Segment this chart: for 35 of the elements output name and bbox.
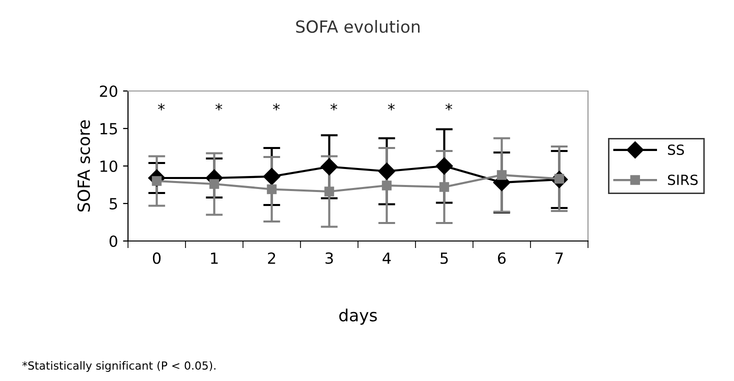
x-axis-title: days [339, 308, 377, 325]
annotation: * [158, 103, 165, 110]
point [496, 170, 507, 180]
x-tick-label: 7 [556, 252, 563, 264]
legend-label: SS [668, 144, 684, 155]
text: *Statistically significant (P < 0.05). [22, 361, 216, 372]
point [320, 158, 338, 176]
annotation: * [330, 103, 338, 110]
x-tick-label: 4 [382, 252, 391, 264]
x-tick-label: 6 [498, 252, 506, 264]
y-tick-label: 0 [110, 235, 118, 248]
point [324, 186, 334, 196]
annotation: * [445, 103, 452, 110]
y-tick-label: 5 [110, 198, 117, 210]
point [439, 182, 450, 192]
chart-title: SOFA evolution [296, 20, 420, 33]
y-axis-title: SOFA score [77, 120, 90, 212]
x-tick-label: 1 [211, 252, 218, 264]
annotation: * [272, 103, 280, 110]
x-tick-label: 5 [440, 252, 448, 264]
legend-label: SIRS [668, 174, 698, 186]
y-tick-label: 10 [100, 160, 118, 172]
x-tick-label: 0 [152, 252, 161, 264]
point [436, 157, 453, 175]
point [382, 180, 392, 190]
x-tick-label: 3 [326, 252, 333, 264]
y-tick-label: 20 [100, 85, 118, 98]
annotation: * [388, 103, 395, 110]
y-tick-label: 15 [100, 123, 117, 135]
x-tick-label: 2 [268, 252, 276, 264]
annotation: * [215, 103, 222, 110]
point [263, 168, 280, 186]
point [378, 162, 396, 180]
point [266, 184, 277, 194]
point [209, 179, 220, 189]
